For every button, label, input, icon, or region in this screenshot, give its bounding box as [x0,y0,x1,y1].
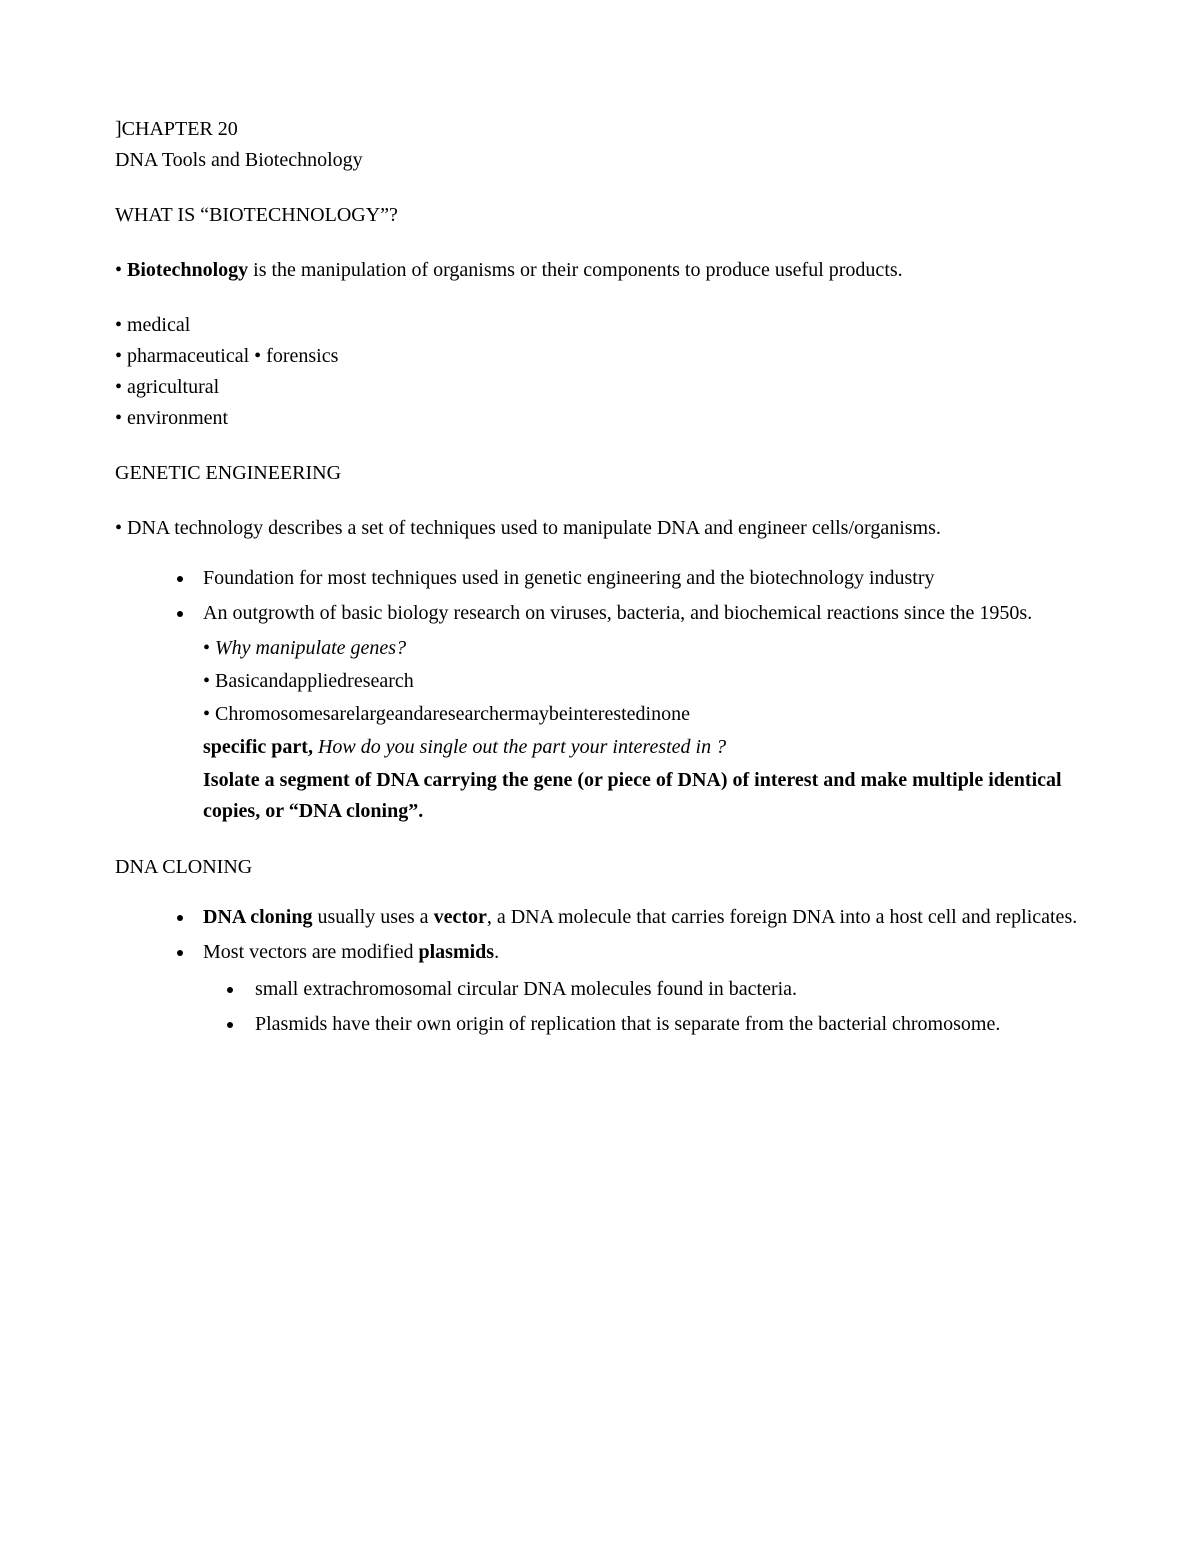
vector-term: vector [434,906,487,928]
biotech-def-text: is the manipulation of organisms or thei… [248,259,903,281]
ge-sub-specific-bold: specific part, [203,736,318,758]
ge-bullet-outgrowth: An outgrowth of basic biology research o… [195,598,1085,629]
plasmids-a: Most vectors are modified [203,941,419,963]
ge-sub-specific: specific part, How do you single out the… [203,732,1085,763]
plasmid-sub-small: small extrachromosomal circular DNA mole… [245,974,1085,1005]
field-pharma-forensics: • pharmaceutical • forensics [115,342,1085,371]
ge-sub-isolate-bold: DNA cloning [299,800,408,822]
biotech-definition: • Biotechnology is the manipulation of o… [115,256,1085,285]
biotech-fields-list: • medical • pharmaceutical • forensics •… [115,311,1085,433]
plasmids-sublist: small extrachromosomal circular DNA mole… [115,974,1085,1040]
genetic-eng-list: Foundation for most techniques used in g… [115,563,1085,629]
ge-sub-why-prefix: • [203,637,215,659]
ge-sub-why: • Why manipulate genes? [203,633,1085,664]
ge-sub-isolate-b: ”. [408,800,423,822]
section-heading-genetic-eng: GENETIC ENGINEERING [115,459,1085,488]
chapter-line: ]CHAPTER 20 [115,115,1085,144]
ge-sub-chromosomes: • Chromosomesarelargeandaresearchermaybe… [203,699,1085,730]
plasmid-sub-origin: Plasmids have their own origin of replic… [245,1009,1085,1040]
section-heading-biotech: WHAT IS “BIOTECHNOLOGY”? [115,201,1085,230]
field-agricultural: • agricultural [115,373,1085,402]
plasmids-term: plasmids [419,941,495,963]
cloning-bullet-vector: DNA cloning usually uses a vector, a DNA… [195,902,1085,933]
field-medical: • medical [115,311,1085,340]
cloning-mid: usually uses a [312,906,433,928]
plasmids-b: . [494,941,499,963]
dna-tech-intro: • DNA technology describes a set of tech… [115,514,1085,543]
cloning-bullet-plasmids: Most vectors are modified plasmids. [195,937,1085,968]
cloning-rest: , a DNA molecule that carries foreign DN… [487,906,1077,928]
field-environment: • environment [115,404,1085,433]
ge-sub-isolate: Isolate a segment of DNA carrying the ge… [203,765,1085,827]
ge-sub-specific-italic: How do you single out the part your inte… [318,736,726,758]
ge-sub-basic: • Basicandappliedresearch [203,666,1085,697]
ge-sub-why-italic: Why manipulate genes? [215,637,406,659]
biotech-term: Biotechnology [127,259,248,281]
ge-bullet-foundation: Foundation for most techniques used in g… [195,563,1085,594]
section-heading-dna-cloning: DNA CLONING [115,853,1085,882]
dna-cloning-list: DNA cloning usually uses a vector, a DNA… [115,902,1085,968]
cloning-term: DNA cloning [203,906,312,928]
chapter-subtitle: DNA Tools and Biotechnology [115,146,1085,175]
bullet-prefix: • [115,259,127,281]
